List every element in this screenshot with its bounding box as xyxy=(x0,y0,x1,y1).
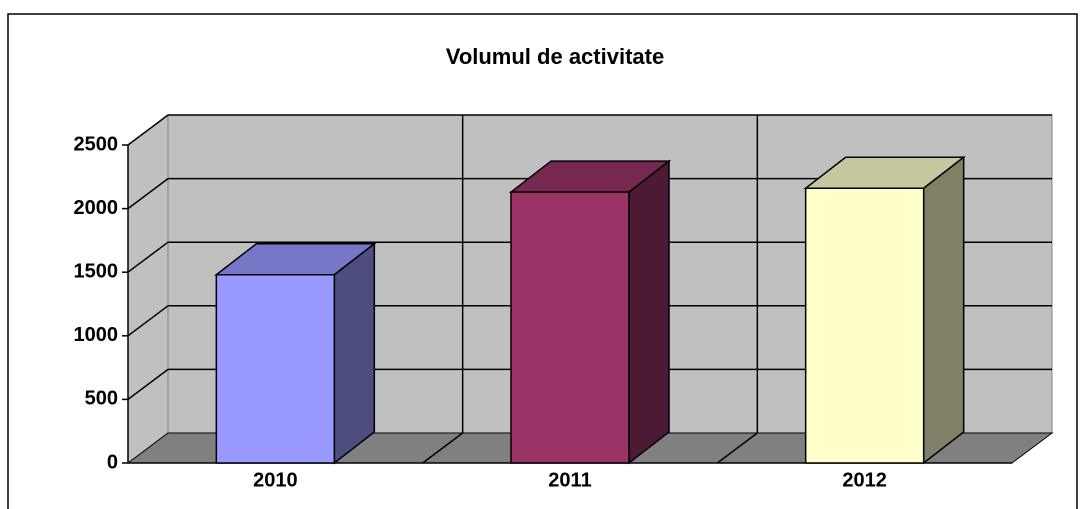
side-grid-line xyxy=(127,241,169,273)
side-grid-line xyxy=(127,114,169,146)
x-tick-label: 2011 xyxy=(548,469,591,491)
side-grid-line xyxy=(127,305,169,337)
y-tick-label: 500 xyxy=(85,388,118,410)
bar xyxy=(510,191,630,464)
y-tick-label: 2000 xyxy=(74,197,119,219)
bar-side xyxy=(333,242,376,465)
y-tick-label: 0 xyxy=(107,451,118,473)
bar xyxy=(804,187,925,464)
y-tick-label: 1500 xyxy=(74,260,119,282)
floor-divider xyxy=(716,432,758,464)
bar xyxy=(215,273,336,464)
x-tick-label: 2012 xyxy=(842,469,887,491)
bar-side xyxy=(628,159,670,465)
y-tick-label: 1000 xyxy=(74,324,119,346)
floor-divider xyxy=(422,432,464,464)
side-wall xyxy=(127,114,169,464)
x-tick-label: 2010 xyxy=(253,469,298,491)
side-grid-line xyxy=(127,178,169,210)
y-tick-label: 2500 xyxy=(74,133,119,155)
bar-side xyxy=(922,155,965,465)
chart-title: Volumul de activitate xyxy=(446,44,664,69)
side-grid-line xyxy=(127,368,169,400)
